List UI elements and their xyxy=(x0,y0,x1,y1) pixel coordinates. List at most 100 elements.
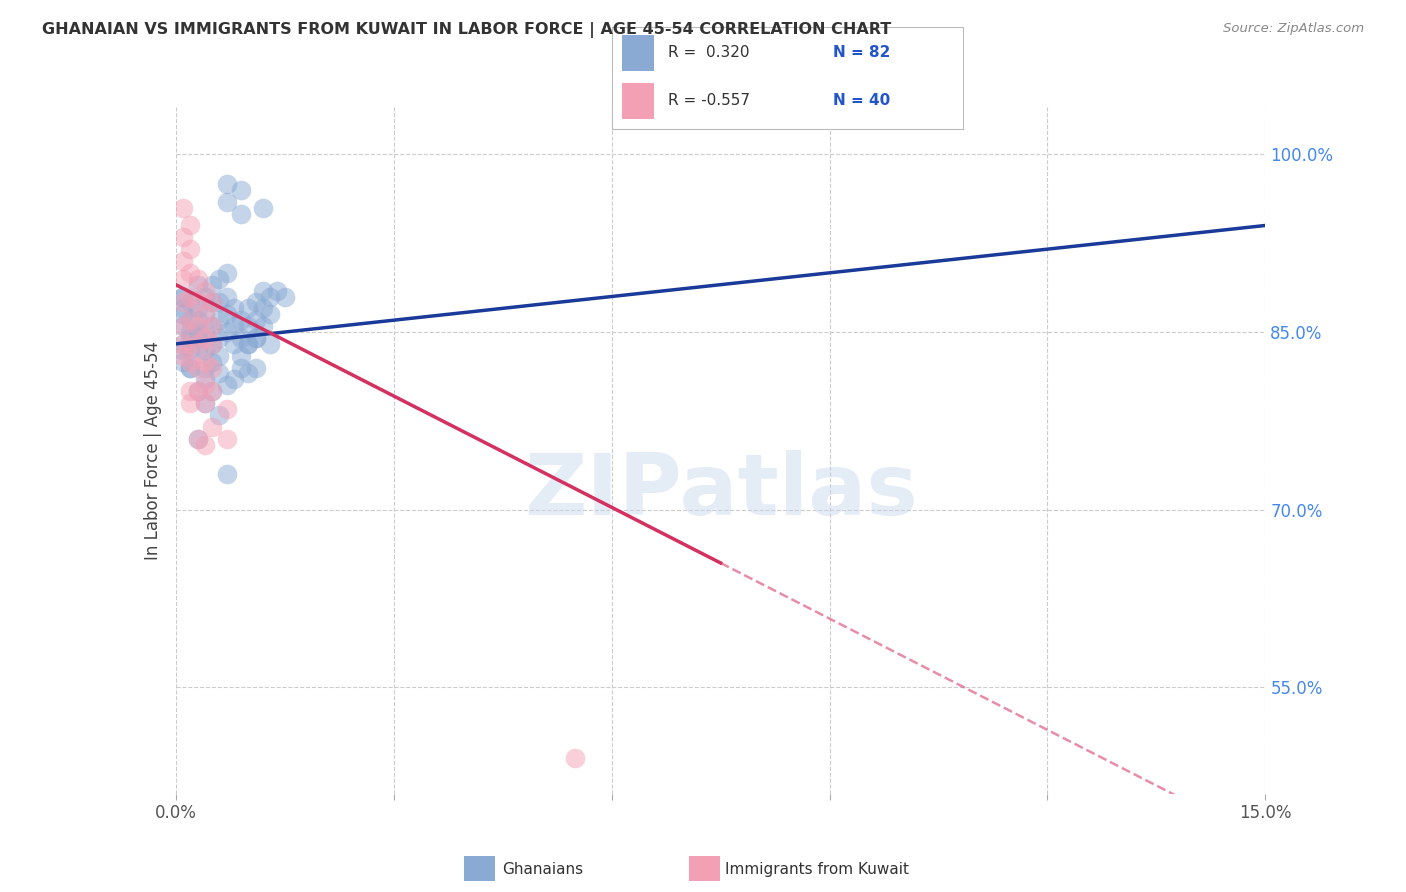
Point xyxy=(201,295,224,310)
Text: R =  0.320: R = 0.320 xyxy=(668,45,749,61)
Point xyxy=(201,337,224,351)
Point xyxy=(259,307,281,321)
Point xyxy=(172,337,194,351)
Point xyxy=(215,289,238,303)
Point xyxy=(186,319,209,334)
Point xyxy=(215,266,238,280)
Point xyxy=(201,337,224,351)
Point xyxy=(201,277,224,292)
Point xyxy=(238,319,260,334)
Point xyxy=(172,289,194,303)
Point xyxy=(194,331,217,345)
Point xyxy=(179,384,201,399)
Point xyxy=(172,254,194,268)
Point xyxy=(179,354,201,368)
Point xyxy=(172,307,194,321)
Point xyxy=(231,349,253,363)
Point xyxy=(179,360,201,375)
Point xyxy=(266,284,288,298)
Point xyxy=(194,372,217,386)
Point xyxy=(201,384,224,399)
Point xyxy=(172,319,194,334)
Point xyxy=(564,751,586,765)
Point xyxy=(172,272,194,286)
Point xyxy=(186,432,209,446)
Point xyxy=(194,284,217,298)
Point xyxy=(215,402,238,417)
Point xyxy=(186,325,209,339)
Point xyxy=(186,301,209,316)
Point xyxy=(215,177,238,191)
Point xyxy=(222,337,245,351)
Point xyxy=(186,384,209,399)
Point xyxy=(252,319,274,334)
Point xyxy=(245,331,267,345)
Point xyxy=(186,360,209,375)
Text: Source: ZipAtlas.com: Source: ZipAtlas.com xyxy=(1223,22,1364,36)
Point xyxy=(179,289,201,303)
Point xyxy=(186,384,209,399)
Point xyxy=(208,295,231,310)
Point xyxy=(172,230,194,244)
Point xyxy=(172,301,194,316)
Point xyxy=(215,325,238,339)
Point xyxy=(179,396,201,410)
Point xyxy=(186,272,209,286)
Point xyxy=(179,219,201,233)
Point xyxy=(194,396,217,410)
Point xyxy=(172,289,194,303)
Point xyxy=(172,319,194,334)
Bar xyxy=(621,83,654,119)
Point xyxy=(172,349,194,363)
Point xyxy=(215,432,238,446)
Point xyxy=(194,396,217,410)
Point xyxy=(194,307,217,321)
Text: GHANAIAN VS IMMIGRANTS FROM KUWAIT IN LABOR FORCE | AGE 45-54 CORRELATION CHART: GHANAIAN VS IMMIGRANTS FROM KUWAIT IN LA… xyxy=(42,22,891,38)
Point xyxy=(179,331,201,345)
Point xyxy=(215,307,238,321)
Text: N = 40: N = 40 xyxy=(832,93,890,108)
Point xyxy=(231,313,253,327)
Point xyxy=(222,372,245,386)
Point xyxy=(252,201,274,215)
Point xyxy=(222,319,245,334)
Bar xyxy=(621,35,654,70)
Point xyxy=(208,272,231,286)
Point xyxy=(194,343,217,357)
Point xyxy=(201,419,224,434)
Point xyxy=(208,349,231,363)
Point xyxy=(201,295,224,310)
Text: R = -0.557: R = -0.557 xyxy=(668,93,749,108)
Point xyxy=(245,360,267,375)
Point xyxy=(179,360,201,375)
Y-axis label: In Labor Force | Age 45-54: In Labor Force | Age 45-54 xyxy=(143,341,162,560)
Point xyxy=(215,467,238,482)
Point xyxy=(179,242,201,256)
Point xyxy=(215,378,238,392)
Point xyxy=(186,313,209,327)
Point xyxy=(208,331,231,345)
Point xyxy=(252,284,274,298)
Point xyxy=(172,201,194,215)
Point xyxy=(194,378,217,392)
Point xyxy=(194,360,217,375)
Text: Immigrants from Kuwait: Immigrants from Kuwait xyxy=(725,863,910,877)
Point xyxy=(222,301,245,316)
Point xyxy=(231,360,253,375)
Point xyxy=(179,313,201,327)
Point xyxy=(259,337,281,351)
Point xyxy=(238,301,260,316)
Point xyxy=(259,289,281,303)
Point xyxy=(194,437,217,451)
Point xyxy=(194,354,217,368)
Point xyxy=(179,325,201,339)
Point xyxy=(201,360,224,375)
Point xyxy=(179,266,201,280)
Point xyxy=(179,343,201,357)
Text: Ghanaians: Ghanaians xyxy=(502,863,583,877)
Point xyxy=(215,194,238,209)
Point xyxy=(179,295,201,310)
Point xyxy=(231,183,253,197)
Point xyxy=(208,313,231,327)
Point xyxy=(201,384,224,399)
